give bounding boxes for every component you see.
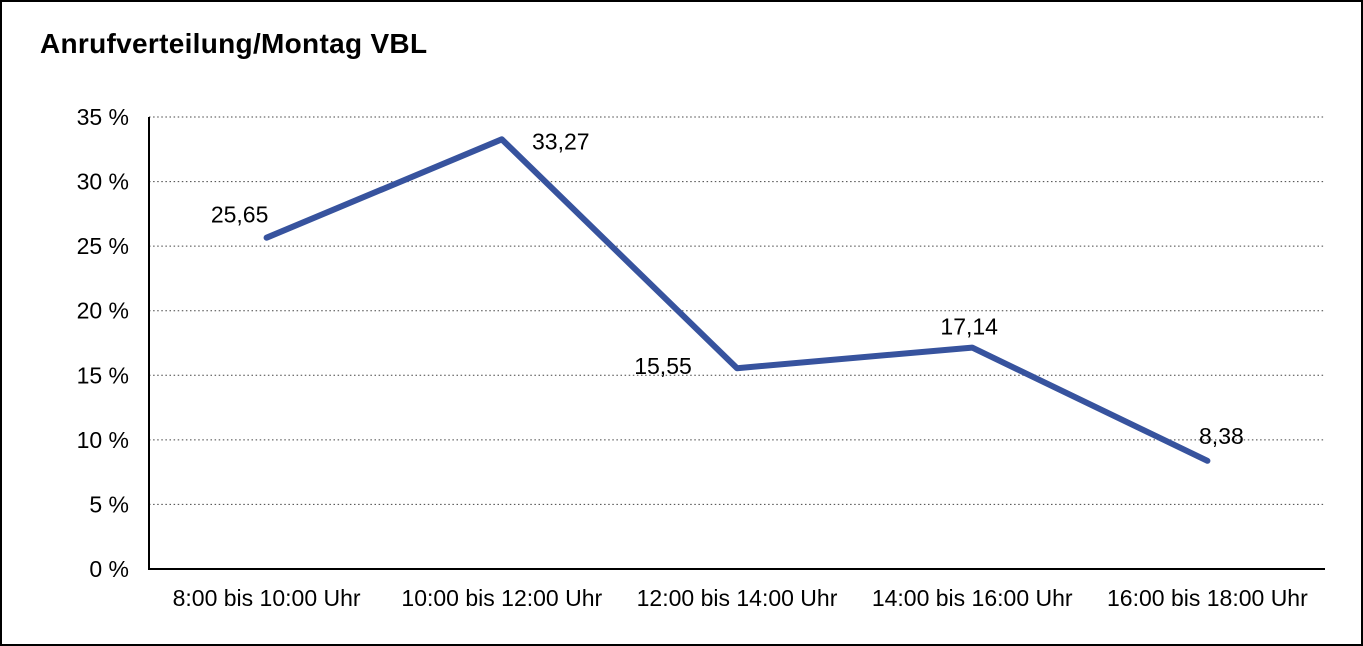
x-tick-label: 14:00 bis 16:00 Uhr: [872, 585, 1073, 611]
value-label: 33,27: [532, 128, 590, 154]
value-label: 8,38: [1199, 423, 1244, 449]
y-tick-label: 5 %: [89, 491, 129, 517]
y-tick-label: 10 %: [77, 427, 129, 453]
y-tick-label: 35 %: [77, 104, 129, 130]
y-tick-label: 25 %: [77, 233, 129, 259]
y-tick-label: 20 %: [77, 298, 129, 324]
y-tick-label: 30 %: [77, 169, 129, 195]
x-tick-label: 12:00 bis 14:00 Uhr: [637, 585, 838, 611]
x-tick-label: 16:00 bis 18:00 Uhr: [1107, 585, 1308, 611]
data-line: [263, 136, 1211, 464]
value-label: 17,14: [940, 314, 998, 340]
value-label: 25,65: [211, 202, 269, 228]
x-tick-label: 10:00 bis 12:00 Uhr: [401, 585, 602, 611]
x-tick-label: 8:00 bis 10:00 Uhr: [173, 585, 361, 611]
y-tick-label: 15 %: [77, 362, 129, 388]
y-tick-label: 0 %: [89, 556, 129, 582]
chart-title: Anrufverteilung/Montag VBL: [40, 28, 428, 59]
value-label: 15,55: [634, 353, 692, 379]
